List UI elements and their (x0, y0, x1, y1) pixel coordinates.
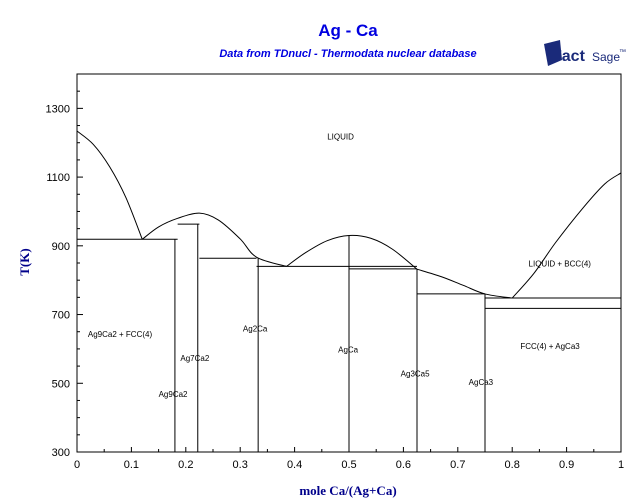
logo-text-sub: Sage (592, 50, 620, 64)
liquidus-curves (76, 130, 622, 299)
x-tick-label: 0.6 (396, 459, 411, 471)
x-tick-label: 0.5 (341, 459, 356, 471)
x-tick-label: 1 (618, 459, 624, 471)
phase-label: Ag2Ca (243, 325, 268, 334)
x-axis: 0 0.1 0.2 0.3 0.4 0.5 0.6 0.7 0.8 0.9 1 (74, 447, 624, 471)
isotherm-lines (77, 223, 621, 309)
phase-label: AgCa3 (469, 378, 494, 387)
liquidus-curve (76, 130, 143, 240)
factsage-logo: Fact Sage ™ (544, 40, 626, 66)
compound-lines (174, 224, 486, 452)
x-tick-label: 0.3 (233, 459, 248, 471)
liquidus-curve (511, 172, 622, 299)
phase-label: Ag7Ca2 (180, 354, 209, 363)
y-tick-label: 700 (52, 310, 70, 322)
x-tick-label: 0.7 (450, 459, 465, 471)
phase-label: Ag9Ca2 + FCC(4) (88, 330, 153, 339)
phase-label: Ag3Ca5 (401, 369, 430, 378)
logo-trademark: ™ (619, 49, 626, 56)
logo-text-main: Fact (552, 48, 586, 65)
liquidus-curve (286, 234, 418, 270)
liquidus-curve (141, 212, 287, 267)
y-tick-label: 900 (52, 241, 70, 253)
phase-label: LIQUID (327, 132, 354, 141)
phase-label: Ag9Ca2 (159, 390, 188, 399)
chart-title: Ag - Ca (318, 21, 378, 40)
y-tick-label: 300 (52, 447, 70, 459)
x-tick-label: 0.8 (505, 459, 520, 471)
chart-subtitle: Data from TDnucl - Thermodata nuclear da… (219, 48, 476, 60)
x-tick-label: 0 (74, 459, 80, 471)
phase-labels: LIQUID LIQUID + BCC(4) Ag9Ca2 + FCC(4) Ag2C… (88, 132, 591, 399)
x-tick-label: 0.4 (287, 459, 302, 471)
x-tick-label: 0.9 (559, 459, 574, 471)
phase-label: LIQUID + BCC(4) (529, 259, 592, 268)
y-tick-label: 500 (52, 378, 70, 390)
phase-label: FCC(4) + AgCa3 (520, 342, 580, 351)
liquidus-curve (416, 268, 513, 299)
y-axis-label: T(K) (17, 248, 32, 275)
y-tick-label: 1100 (46, 172, 70, 184)
x-tick-label: 0.1 (124, 459, 139, 471)
y-tick-label: 1300 (46, 103, 70, 115)
phase-label: AgCa (338, 345, 359, 354)
y-axis: 300 500 700 900 1100 1300 (46, 73, 83, 459)
logo-mark-icon (544, 40, 562, 66)
x-tick-label: 0.2 (178, 459, 193, 471)
x-axis-label: mole Ca/(Ag+Ca) (299, 483, 396, 498)
